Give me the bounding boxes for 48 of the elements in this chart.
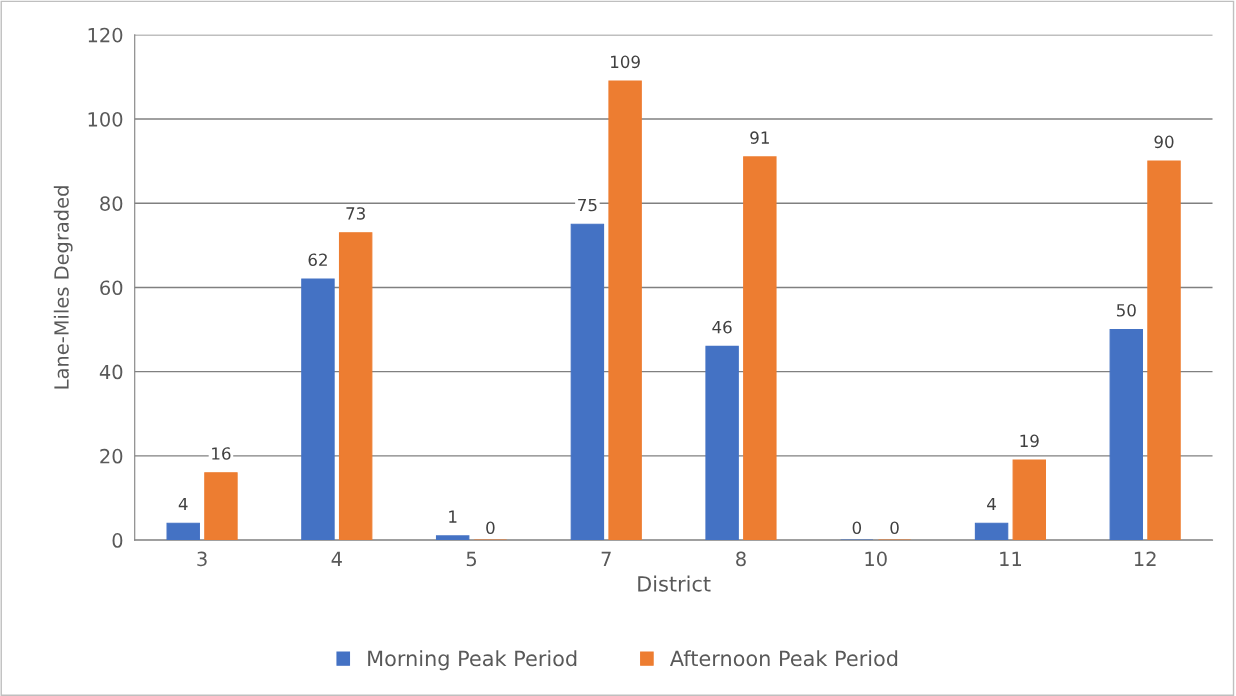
x-axis-title: District [638, 575, 711, 592]
x-tick-label: 11 [1000, 551, 1022, 566]
data-label: 46 [712, 320, 732, 334]
data-label: 16 [212, 447, 231, 460]
x-tick-label: 3 [197, 551, 207, 567]
y-tick-label: 20 [100, 448, 123, 464]
y-tick-label: 80 [100, 196, 123, 211]
x-tick-label: 4 [331, 551, 342, 566]
bar [301, 278, 335, 541]
y-tick-label: 100 [88, 111, 123, 127]
y-tick-label: 120 [88, 27, 123, 43]
bar [743, 156, 777, 541]
bar [435, 535, 470, 541]
bar [570, 223, 605, 541]
data-label: 73 [346, 207, 365, 220]
data-label: 91 [750, 131, 769, 144]
bar [1109, 329, 1144, 541]
bar [1147, 160, 1181, 541]
data-label: 62 [308, 253, 327, 267]
x-tick-label: 8 [736, 551, 746, 567]
bar [1012, 459, 1047, 541]
data-label: 50 [1116, 304, 1136, 317]
y-axis-title: Lane-Miles Degraded [53, 186, 73, 389]
data-label: 4 [178, 497, 188, 511]
x-tick-label: 12 [1134, 551, 1156, 566]
bar [204, 472, 238, 541]
x-tick-label: 5 [466, 551, 477, 567]
y-tick-label: 40 [99, 364, 123, 380]
data-label: 0 [486, 521, 495, 535]
y-tick-label: 60 [100, 280, 123, 296]
y-tick-label: 0 [112, 533, 123, 548]
data-label: 75 [578, 198, 597, 212]
data-label: 109 [611, 55, 640, 69]
bar [608, 80, 642, 541]
data-label: 0 [890, 521, 899, 535]
bar [338, 232, 373, 541]
data-label: 4 [987, 497, 996, 511]
x-tick-label: 7 [601, 551, 611, 566]
legend-label: Morning Peak Period [368, 650, 577, 671]
x-tick-label: 10 [865, 551, 887, 567]
data-label: 0 [852, 521, 862, 535]
data-label: 90 [1154, 135, 1174, 149]
bar [705, 345, 739, 541]
legend-label: Afternoon Peak Period [669, 650, 898, 667]
data-label: 19 [1020, 434, 1039, 448]
bar [166, 522, 200, 541]
data-label: 1 [449, 510, 457, 523]
bar [974, 522, 1009, 541]
